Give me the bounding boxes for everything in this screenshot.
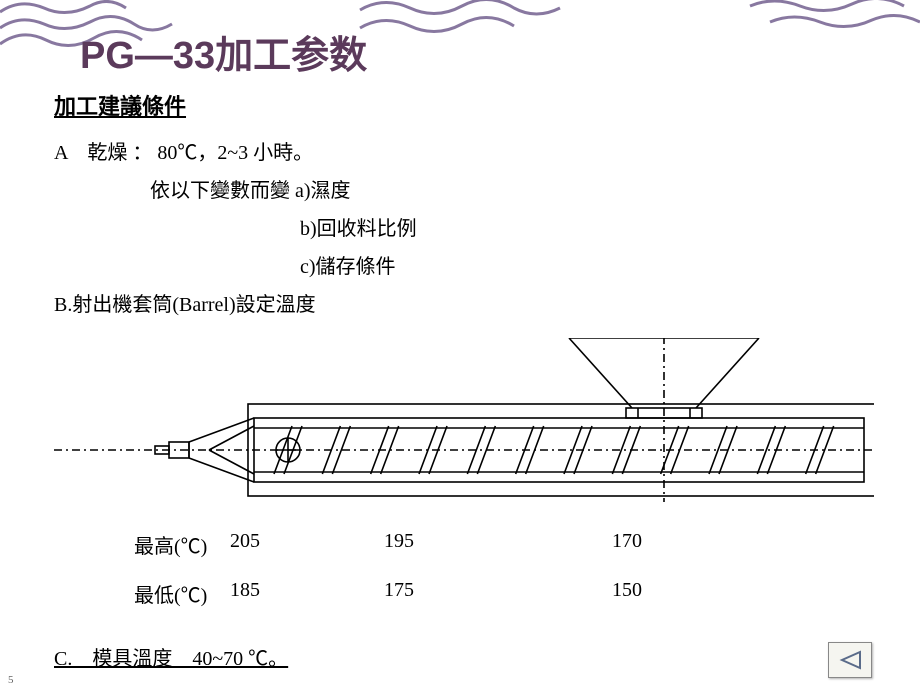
content-area: 加工建議條件 A 乾燥 ： 80℃，2~3 小時。 依以下變數而變 a)濕度 b… bbox=[54, 86, 866, 324]
section-a-variable-b: b)回收料比例 bbox=[54, 210, 866, 248]
temp-row-max: 最高(℃) 205 195 170 bbox=[54, 530, 874, 559]
page-number: 5 bbox=[8, 674, 14, 686]
temp-max-zone3: 170 bbox=[612, 530, 732, 559]
section-c-mold-temp: C. 模具溫度 40~70 ℃。 bbox=[54, 642, 288, 671]
temp-min-label: 最低(℃) bbox=[54, 579, 230, 608]
section-a-variable-c: c)儲存條件 bbox=[54, 248, 866, 286]
section-a-drying: A 乾燥 ： 80℃，2~3 小時。 bbox=[54, 134, 866, 172]
slide-title: PG—33加工参数 bbox=[80, 24, 367, 79]
temp-row-min: 最低(℃) 185 175 150 bbox=[54, 579, 874, 608]
temp-min-zone1: 185 bbox=[230, 579, 384, 608]
barrel-schematic bbox=[54, 338, 874, 526]
conditions-heading: 加工建議條件 bbox=[54, 86, 866, 128]
temperature-table: 最高(℃) 205 195 170 最低(℃) 185 175 150 bbox=[54, 530, 874, 628]
section-a-variable-a: 依以下變數而變 a)濕度 bbox=[54, 172, 866, 210]
temp-max-zone1: 205 bbox=[230, 530, 384, 559]
temp-min-zone3: 150 bbox=[612, 579, 732, 608]
temp-max-label: 最高(℃) bbox=[54, 530, 230, 559]
triangle-left-icon bbox=[838, 650, 862, 670]
section-b-heading: B.射出機套筒(Barrel)設定溫度 bbox=[54, 286, 866, 324]
temp-min-zone2: 175 bbox=[384, 579, 612, 608]
temp-max-zone2: 195 bbox=[384, 530, 612, 559]
prev-slide-button[interactable] bbox=[828, 642, 872, 678]
